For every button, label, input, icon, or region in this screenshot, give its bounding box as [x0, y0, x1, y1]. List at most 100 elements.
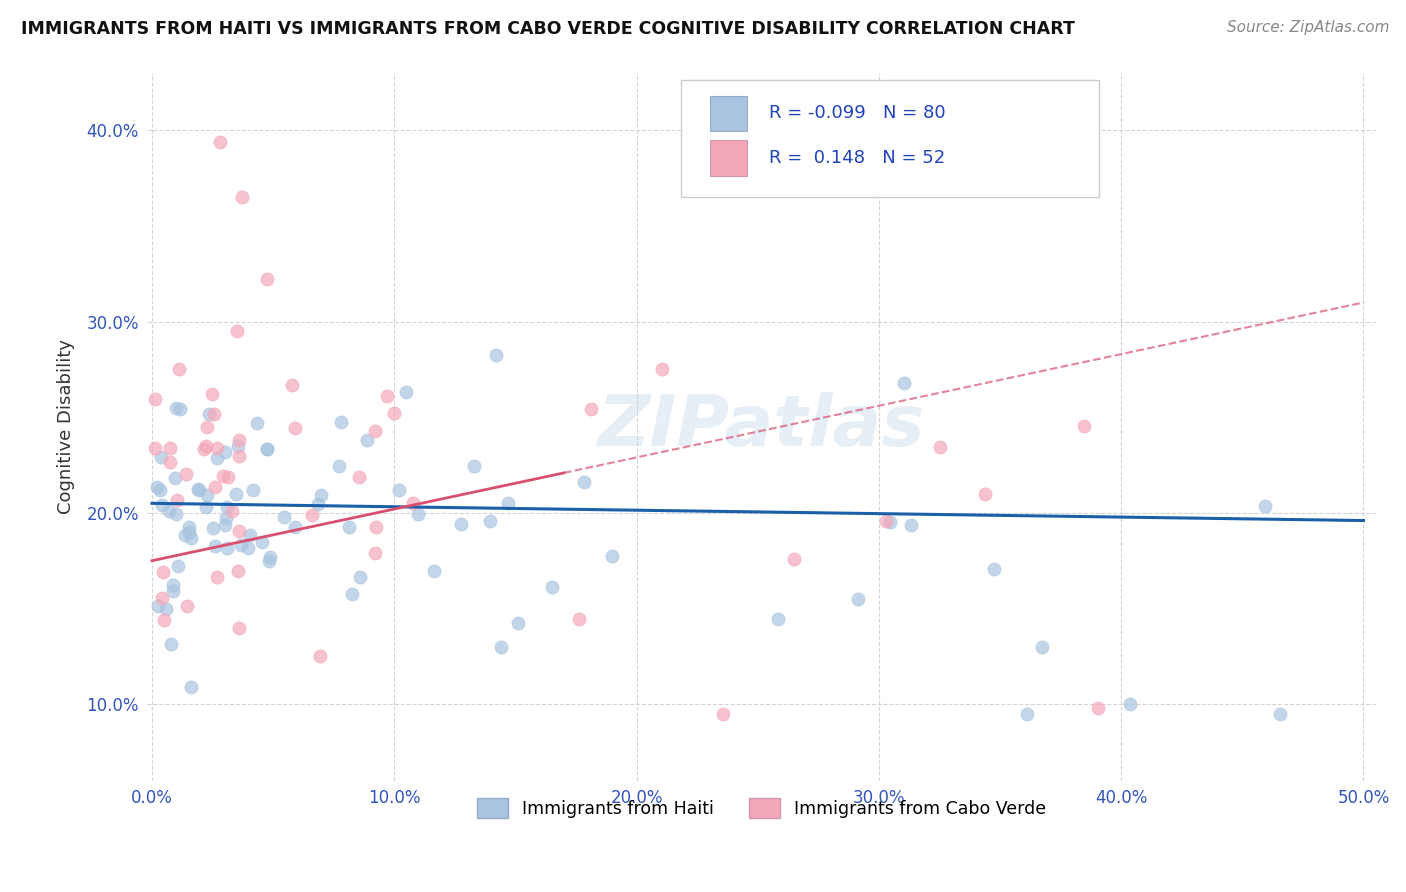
Point — [256, 442, 278, 457]
Point — [463, 459, 485, 474]
Point — [568, 612, 591, 626]
Legend: Immigrants from Haiti, Immigrants from Cabo Verde: Immigrants from Haiti, Immigrants from C… — [470, 791, 1053, 825]
Point — [228, 439, 250, 453]
Point — [783, 551, 806, 566]
Point — [195, 420, 218, 434]
Point — [309, 648, 332, 663]
Point — [256, 272, 278, 286]
Point — [228, 433, 250, 447]
Point — [231, 190, 253, 204]
Point — [143, 442, 166, 456]
Point — [143, 392, 166, 407]
FancyBboxPatch shape — [710, 140, 747, 176]
Point — [153, 613, 176, 627]
Point — [202, 521, 225, 535]
Point — [252, 534, 274, 549]
Point — [337, 519, 360, 533]
Point — [273, 509, 295, 524]
Point — [150, 591, 173, 606]
Point — [349, 570, 371, 584]
Point — [579, 402, 602, 417]
Point — [228, 621, 250, 635]
Point — [1087, 701, 1109, 715]
Point — [1270, 706, 1292, 721]
Point — [1254, 499, 1277, 513]
Point — [259, 549, 281, 564]
Point — [176, 467, 198, 481]
Point — [347, 469, 370, 483]
Point — [983, 562, 1005, 576]
Point — [193, 442, 215, 457]
Point — [506, 616, 529, 631]
Point — [169, 402, 191, 417]
Point — [388, 483, 411, 498]
Point — [174, 528, 197, 542]
Point — [180, 531, 202, 545]
Point — [284, 421, 307, 435]
Point — [180, 680, 202, 694]
Point — [928, 440, 950, 454]
Point — [204, 539, 226, 553]
Text: IMMIGRANTS FROM HAITI VS IMMIGRANTS FROM CABO VERDE COGNITIVE DISABILITY CORRELA: IMMIGRANTS FROM HAITI VS IMMIGRANTS FROM… — [21, 20, 1076, 37]
Point — [187, 482, 209, 496]
Point — [382, 406, 405, 420]
Point — [165, 401, 187, 415]
Point — [875, 514, 897, 528]
Point — [159, 455, 181, 469]
Point — [202, 407, 225, 421]
Point — [228, 449, 250, 463]
Text: Source: ZipAtlas.com: Source: ZipAtlas.com — [1226, 20, 1389, 35]
Point — [197, 407, 219, 421]
Point — [150, 450, 173, 465]
Point — [974, 486, 997, 500]
Y-axis label: Cognitive Disability: Cognitive Disability — [58, 339, 75, 515]
Point — [239, 528, 262, 542]
Point — [167, 558, 190, 573]
Point — [201, 386, 224, 401]
Point — [162, 578, 184, 592]
Point — [217, 470, 239, 484]
Point — [194, 500, 217, 514]
Point — [162, 584, 184, 599]
Point — [450, 516, 472, 531]
Point — [307, 497, 329, 511]
Point — [246, 417, 269, 431]
Point — [893, 376, 915, 391]
Point — [1119, 697, 1142, 711]
Point — [160, 637, 183, 651]
Point — [366, 520, 388, 534]
Point — [768, 612, 790, 626]
Point — [1015, 706, 1038, 721]
Point — [167, 362, 190, 376]
Point — [152, 565, 174, 579]
Point — [394, 384, 416, 399]
Point — [204, 479, 226, 493]
Point — [309, 488, 332, 502]
Point — [157, 504, 180, 518]
Point — [149, 483, 172, 497]
Point — [356, 434, 378, 448]
Text: ZIPatlas: ZIPatlas — [598, 392, 925, 461]
Point — [330, 415, 353, 429]
Point — [148, 599, 170, 613]
Point — [600, 549, 623, 563]
Point — [340, 587, 363, 601]
Point — [231, 538, 253, 552]
Point — [176, 599, 198, 614]
Point — [226, 564, 249, 578]
Point — [221, 504, 243, 518]
Point — [228, 524, 250, 538]
Point — [208, 135, 231, 149]
Point — [165, 507, 187, 521]
Point — [364, 547, 387, 561]
Point — [215, 510, 238, 524]
Point — [364, 425, 387, 439]
Point — [163, 470, 186, 484]
Point — [150, 498, 173, 512]
Point — [205, 570, 228, 584]
Point — [146, 480, 169, 494]
Point — [195, 439, 218, 453]
Text: R =  0.148   N = 52: R = 0.148 N = 52 — [769, 149, 945, 167]
Point — [1073, 418, 1095, 433]
Point — [489, 640, 512, 655]
